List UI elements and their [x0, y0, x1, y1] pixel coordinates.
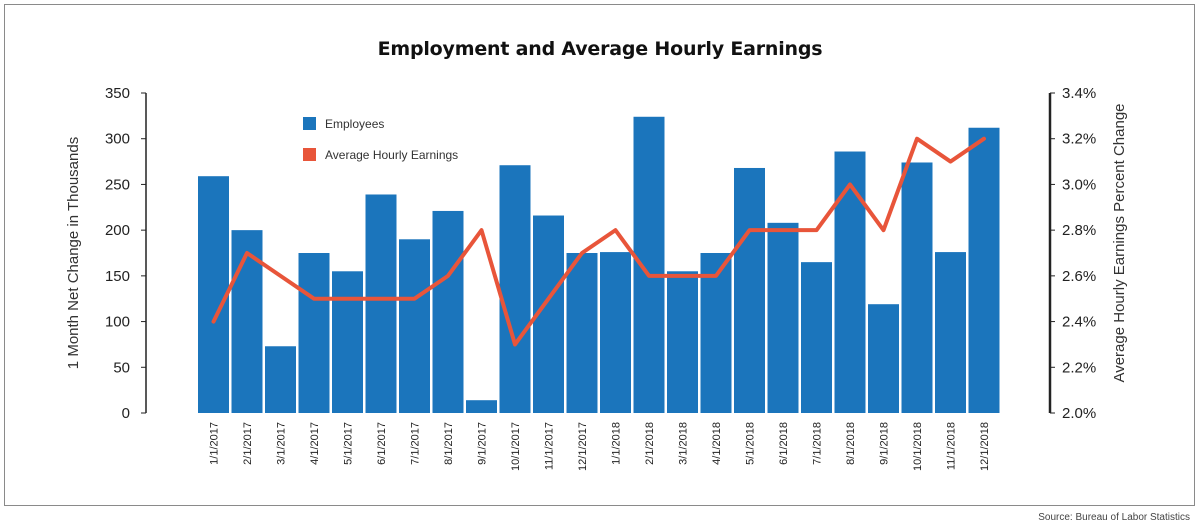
bar-3/1/2018 — [667, 271, 698, 413]
left-tick-label: 350 — [105, 85, 130, 102]
bar-6/1/2017 — [365, 194, 397, 413]
left-tick-label: 300 — [105, 131, 130, 148]
x-tick-label: 5/1/2018 — [745, 422, 757, 465]
x-tick-label: 1/1/2018 — [611, 422, 623, 465]
legend-swatch-earnings — [303, 148, 316, 161]
x-tick-label: 11/1/2017 — [544, 422, 556, 470]
x-tick-label: 1/1/2017 — [209, 422, 221, 465]
x-tick-label: 8/1/2017 — [443, 422, 455, 465]
bar-2/1/2018 — [633, 116, 665, 414]
earnings-line — [211, 136, 986, 347]
bar-10/1/2017 — [499, 165, 531, 413]
bar-12/1/2018 — [968, 127, 1000, 413]
x-tick-label: 7/1/2017 — [410, 422, 422, 465]
line-series — [211, 136, 986, 347]
bar-2/1/2017 — [231, 230, 263, 413]
x-tick-label: 12/1/2017 — [577, 422, 589, 471]
bar-series — [198, 116, 1000, 414]
right-tick-label: 2.4% — [1062, 314, 1096, 331]
x-tick-label: 5/1/2017 — [343, 422, 355, 465]
right-tick-label: 2.0% — [1062, 405, 1096, 422]
left-tick-label: 150 — [105, 268, 130, 285]
left-tick-label: 0 — [122, 405, 130, 422]
left-tick-label: 250 — [105, 176, 130, 193]
x-tick-label: 11/1/2018 — [946, 422, 958, 470]
x-tick-label: 3/1/2018 — [678, 422, 690, 465]
bar-3/1/2017 — [265, 346, 296, 413]
bar-1/1/2017 — [198, 176, 229, 413]
x-tick-label: 6/1/2017 — [376, 422, 388, 465]
x-tick-label: 10/1/2017 — [510, 422, 522, 471]
chart-title: Employment and Average Hourly Earnings — [377, 38, 823, 60]
x-tick-label: 8/1/2018 — [845, 422, 857, 465]
bar-11/1/2018 — [935, 252, 966, 413]
bar-1/1/2018 — [600, 252, 631, 413]
x-tick-label: 2/1/2017 — [242, 422, 254, 465]
right-tick-label: 2.8% — [1062, 222, 1096, 239]
bar-12/1/2017 — [566, 253, 598, 413]
legend: Employees Average Hourly Earnings — [303, 117, 458, 162]
right-tick-label: 3.4% — [1062, 85, 1096, 102]
bar-6/1/2018 — [767, 222, 799, 413]
bar-4/1/2017 — [298, 253, 330, 413]
right-tick-label: 2.2% — [1062, 359, 1096, 376]
left-tick-label: 200 — [105, 222, 130, 239]
x-tick-label: 4/1/2018 — [711, 422, 723, 465]
x-tick-label: 4/1/2017 — [309, 422, 321, 465]
bar-10/1/2018 — [901, 162, 933, 413]
axes: 0 50 100 150 200 250 300 350 2.0% 2.2% 2.4% 2.6% 2.8… — [65, 85, 1128, 471]
bar-8/1/2017 — [432, 210, 464, 413]
right-axis-title: Average Hourly Earnings Percent Change — [1111, 103, 1128, 382]
left-tick-label: 100 — [105, 314, 130, 331]
legend-label-employees: Employees — [325, 117, 384, 131]
bar-4/1/2018 — [700, 253, 732, 413]
x-tick-label: 10/1/2018 — [912, 422, 924, 471]
left-axis-title: 1 Month Net Change in Thousands — [65, 137, 82, 369]
x-tick-label: 12/1/2018 — [979, 422, 991, 471]
x-tick-label: 2/1/2018 — [644, 422, 656, 465]
left-tick-label: 50 — [113, 359, 130, 376]
bar-9/1/2018 — [868, 304, 899, 413]
source-note: Source: Bureau of Labor Statistics — [1038, 512, 1190, 523]
legend-swatch-employees — [303, 117, 316, 130]
x-tick-label: 9/1/2018 — [879, 422, 891, 465]
legend-label-earnings: Average Hourly Earnings — [325, 148, 458, 162]
right-tick-label: 2.6% — [1062, 268, 1096, 285]
bar-5/1/2017 — [332, 271, 363, 413]
x-tick-label: 6/1/2018 — [778, 422, 790, 465]
x-tick-label: 3/1/2017 — [276, 422, 288, 465]
right-tick-label: 3.0% — [1062, 176, 1096, 193]
x-tick-label: 9/1/2017 — [477, 422, 489, 465]
right-tick-label: 3.2% — [1062, 131, 1096, 148]
bar-5/1/2018 — [734, 167, 765, 413]
bar-9/1/2017 — [466, 400, 497, 413]
bar-8/1/2018 — [834, 151, 866, 413]
bar-7/1/2017 — [399, 239, 430, 413]
bar-7/1/2018 — [801, 262, 832, 413]
chart-frame — [4, 4, 1195, 506]
x-tick-label: 7/1/2018 — [812, 422, 824, 465]
